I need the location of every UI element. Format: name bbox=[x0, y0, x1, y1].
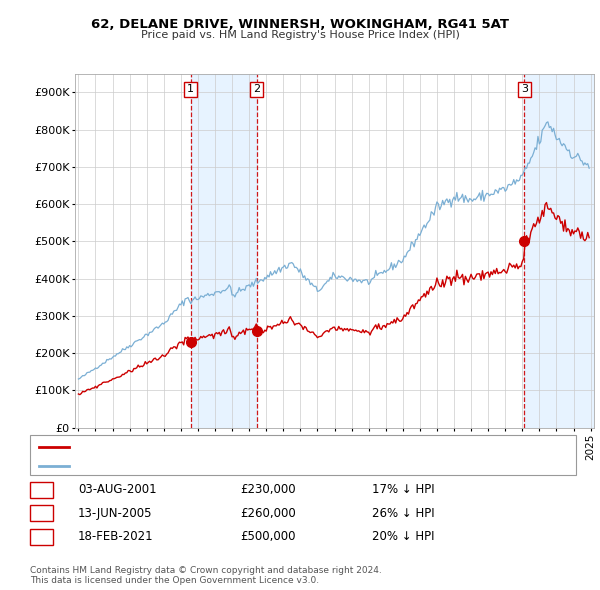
Text: 62, DELANE DRIVE, WINNERSH, WOKINGHAM, RG41 5AT (detached house): 62, DELANE DRIVE, WINNERSH, WOKINGHAM, R… bbox=[75, 442, 462, 452]
Text: £260,000: £260,000 bbox=[240, 507, 296, 520]
Text: 3: 3 bbox=[521, 84, 528, 94]
Bar bbox=[191, 74, 257, 428]
Text: 20% ↓ HPI: 20% ↓ HPI bbox=[372, 530, 434, 543]
Text: Price paid vs. HM Land Registry's House Price Index (HPI): Price paid vs. HM Land Registry's House … bbox=[140, 30, 460, 40]
Text: 13-JUN-2005: 13-JUN-2005 bbox=[78, 507, 152, 520]
Text: 18-FEB-2021: 18-FEB-2021 bbox=[78, 530, 154, 543]
Text: 1: 1 bbox=[37, 483, 46, 496]
Text: £500,000: £500,000 bbox=[240, 530, 296, 543]
Text: 62, DELANE DRIVE, WINNERSH, WOKINGHAM, RG41 5AT: 62, DELANE DRIVE, WINNERSH, WOKINGHAM, R… bbox=[91, 18, 509, 31]
Text: 17% ↓ HPI: 17% ↓ HPI bbox=[372, 483, 434, 496]
Bar bbox=[524, 74, 594, 428]
Text: 3: 3 bbox=[37, 530, 46, 543]
Text: 1: 1 bbox=[187, 84, 194, 94]
Text: 2: 2 bbox=[37, 507, 46, 520]
Text: 2: 2 bbox=[253, 84, 260, 94]
Text: £230,000: £230,000 bbox=[240, 483, 296, 496]
Text: 26% ↓ HPI: 26% ↓ HPI bbox=[372, 507, 434, 520]
Text: Contains HM Land Registry data © Crown copyright and database right 2024.
This d: Contains HM Land Registry data © Crown c… bbox=[30, 566, 382, 585]
Text: HPI: Average price, detached house, Wokingham: HPI: Average price, detached house, Woki… bbox=[75, 461, 329, 470]
Text: 03-AUG-2001: 03-AUG-2001 bbox=[78, 483, 157, 496]
